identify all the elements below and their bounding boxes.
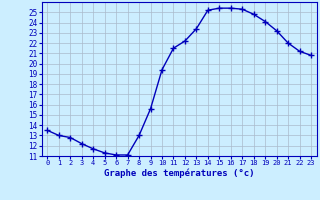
X-axis label: Graphe des températures (°c): Graphe des températures (°c) xyxy=(104,169,254,178)
